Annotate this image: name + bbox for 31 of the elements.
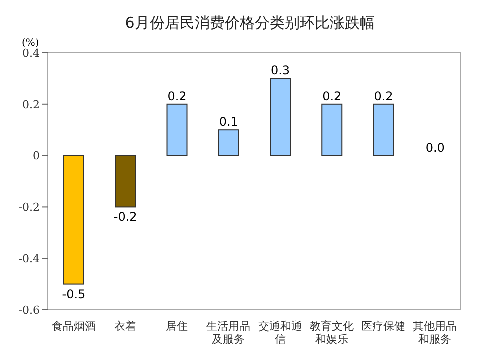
x-tick-label: 生活用品及服务 xyxy=(206,320,251,346)
y-tick-label: -0.4 xyxy=(18,252,40,266)
data-label: 0.2 xyxy=(322,89,342,104)
x-tick-label: 其他用品和服务 xyxy=(413,320,458,346)
x-tick-label: 居住 xyxy=(166,320,188,333)
data-label: 0.2 xyxy=(374,89,394,104)
x-tick-label: 教育文化和娱乐 xyxy=(310,320,354,346)
y-tick-label: 0.4 xyxy=(22,46,40,60)
data-label: 0.2 xyxy=(168,89,187,104)
bar xyxy=(166,104,188,156)
data-label: 0.3 xyxy=(270,64,290,78)
y-tick-label: -0.6 xyxy=(18,304,40,317)
x-tick-label: 食品烟酒 xyxy=(52,320,96,333)
y-tick-label: -0.2 xyxy=(18,201,40,214)
bar xyxy=(115,155,136,208)
bar xyxy=(218,130,240,156)
chart-title: 6月份居民消费价格分类别环比涨跌幅 xyxy=(124,13,376,34)
x-tick-label: 医疗保健 xyxy=(362,320,406,333)
data-label: 0.1 xyxy=(219,115,238,130)
data-label: 0.0 xyxy=(426,140,445,155)
x-tick-label: 衣着 xyxy=(114,320,136,333)
bar xyxy=(322,104,343,156)
bar xyxy=(270,78,291,156)
y-axis-title: (%) xyxy=(22,38,40,49)
x-tick-label: 交通和通信 xyxy=(258,320,302,346)
y-tick-label: 0.2 xyxy=(22,98,40,112)
y-tick-label: 0 xyxy=(33,150,40,163)
bar xyxy=(64,155,84,285)
data-label: -0.5 xyxy=(62,287,86,302)
bar xyxy=(373,104,394,156)
data-label: -0.2 xyxy=(114,210,138,224)
